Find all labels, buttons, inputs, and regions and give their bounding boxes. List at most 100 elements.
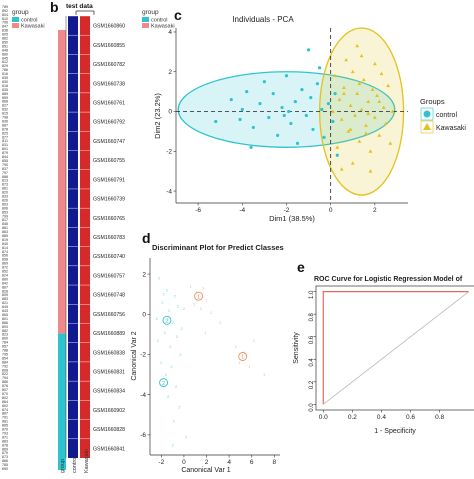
x-tick-label: -6 bbox=[195, 207, 201, 214]
class-point-2: 2 bbox=[179, 352, 182, 357]
x-tick-label: 0 bbox=[329, 207, 333, 214]
class-point-2: 2 bbox=[156, 316, 159, 321]
y-tick-label: 0.2 bbox=[309, 380, 315, 389]
heat-cell-kawasaki bbox=[80, 246, 90, 266]
panel-d-xlabel: Canonical Var 1 bbox=[181, 467, 230, 474]
data-point-control bbox=[262, 80, 266, 84]
data-point-kawasaki bbox=[368, 149, 373, 153]
data-point-control bbox=[276, 133, 280, 137]
row-number-label: 878 bbox=[2, 443, 8, 447]
row-number-label: 874 bbox=[2, 250, 8, 254]
row-number-label: 885 bbox=[2, 234, 8, 238]
data-point-kawasaki bbox=[346, 129, 351, 133]
row-number-label: 813 bbox=[2, 179, 8, 183]
line-reference bbox=[323, 291, 469, 405]
heat-cell-control bbox=[68, 419, 78, 439]
data-point-kawasaki bbox=[359, 53, 364, 58]
class-point-1: 1 bbox=[190, 284, 193, 289]
class-point-2: 2 bbox=[171, 442, 174, 447]
y-tick-label: -6 bbox=[140, 432, 146, 439]
class-point-2: 2 bbox=[160, 360, 163, 365]
x-tick-label: -4 bbox=[239, 207, 245, 214]
x-tick-label: 2 bbox=[373, 207, 377, 214]
x-tick-label: 6 bbox=[250, 459, 254, 466]
row-number-label: 848 bbox=[2, 48, 8, 52]
panel-e-plot-frame bbox=[315, 285, 474, 411]
heat-cell-control bbox=[68, 208, 78, 228]
panel-e-title: ROC Curve for Logistic Regression Model … bbox=[314, 276, 463, 283]
data-point-control bbox=[280, 105, 284, 110]
row-number-label: 890 bbox=[2, 467, 8, 471]
row-number-label: 879 bbox=[2, 151, 8, 155]
row-number-label: 798 bbox=[2, 116, 8, 120]
row-number-label: 828 bbox=[2, 289, 8, 293]
y-tick-label: 0 bbox=[168, 109, 172, 116]
data-point-kawasaki bbox=[357, 81, 362, 86]
row-number-label: 824 bbox=[2, 273, 8, 277]
panel-b-letter: b bbox=[50, 0, 59, 15]
row-number-label: 849 bbox=[2, 305, 8, 309]
row-number-label: 847 bbox=[2, 25, 8, 29]
row-number-label: 794 bbox=[2, 376, 8, 380]
centroid-label: 2 bbox=[165, 319, 168, 325]
row-number-label: 881 bbox=[2, 226, 8, 230]
group-bar-kawasaki bbox=[58, 30, 66, 334]
panel-e-ylabel: Sensitivity bbox=[293, 332, 300, 364]
panel-c-letter: c bbox=[174, 7, 182, 23]
heat-cell-control bbox=[68, 54, 78, 74]
row-number-label: 829 bbox=[2, 64, 8, 68]
row-number-label: 788 bbox=[2, 349, 8, 353]
sample-label: GSM1660860 bbox=[93, 24, 125, 30]
row-number-label: 886 bbox=[2, 380, 8, 384]
row-number-label: 792 bbox=[2, 364, 8, 368]
confidence-ellipse-control bbox=[177, 71, 396, 148]
panel-c-legend-box-control bbox=[420, 107, 434, 121]
heat-cell-kawasaki bbox=[80, 400, 90, 420]
y-tick-label: 0.8 bbox=[309, 313, 315, 322]
class-point-1: 1 bbox=[248, 364, 251, 369]
group-bar-control bbox=[58, 333, 66, 470]
panel-c-zero-lines bbox=[176, 28, 408, 203]
row-number-label: 796 bbox=[2, 21, 8, 25]
data-point-kawasaki bbox=[342, 91, 346, 96]
class-point-1: 1 bbox=[238, 360, 241, 365]
row-number-label: 860 bbox=[2, 277, 8, 281]
y-tick-label: -4 bbox=[140, 392, 146, 399]
class-point-1: 1 bbox=[244, 350, 247, 355]
row-number-label: 891 bbox=[2, 147, 8, 151]
sample-label: GSM1660855 bbox=[93, 43, 125, 49]
x-tick-label: -2 bbox=[284, 207, 290, 214]
row-number-label: 795 bbox=[2, 352, 8, 356]
sample-label: GSM1660782 bbox=[93, 62, 125, 68]
panel-c-plot-area bbox=[176, 28, 408, 203]
row-number-label: 872 bbox=[2, 266, 8, 270]
y-tick-label: 4 bbox=[168, 29, 172, 36]
sample-label: GSM1660902 bbox=[93, 408, 125, 414]
heat-cell-control bbox=[68, 304, 78, 324]
panel-d-letter: d bbox=[142, 230, 151, 246]
row-number-label: 881 bbox=[2, 420, 8, 424]
class-point-2: 2 bbox=[168, 308, 171, 313]
row-number-label: 815 bbox=[2, 112, 8, 116]
row-number-label: 883 bbox=[2, 297, 8, 301]
row-number-label: 851 bbox=[2, 44, 8, 48]
data-point-kawasaki bbox=[368, 169, 373, 173]
data-point-control bbox=[284, 74, 289, 78]
sample-label: GSM1660747 bbox=[93, 139, 125, 145]
row-number-label: 806 bbox=[2, 206, 8, 210]
data-point-kawasaki bbox=[366, 99, 371, 103]
class-point-1: 1 bbox=[219, 320, 222, 325]
row-number-label: 814 bbox=[2, 246, 8, 250]
sample-label: GSM1660756 bbox=[93, 312, 125, 318]
data-point-kawasaki bbox=[377, 133, 382, 137]
row-number-label: 820 bbox=[2, 191, 8, 195]
panel-b-legend-title: group bbox=[142, 9, 159, 16]
data-point-kawasaki bbox=[372, 61, 377, 66]
class-point-1: 1 bbox=[210, 310, 213, 315]
x-tick-label: 0 bbox=[182, 459, 186, 466]
data-point-kawasaki bbox=[337, 97, 342, 101]
data-point-control bbox=[295, 141, 300, 145]
heat-cell-kawasaki bbox=[80, 265, 90, 286]
class-point-2: 2 bbox=[164, 330, 167, 335]
